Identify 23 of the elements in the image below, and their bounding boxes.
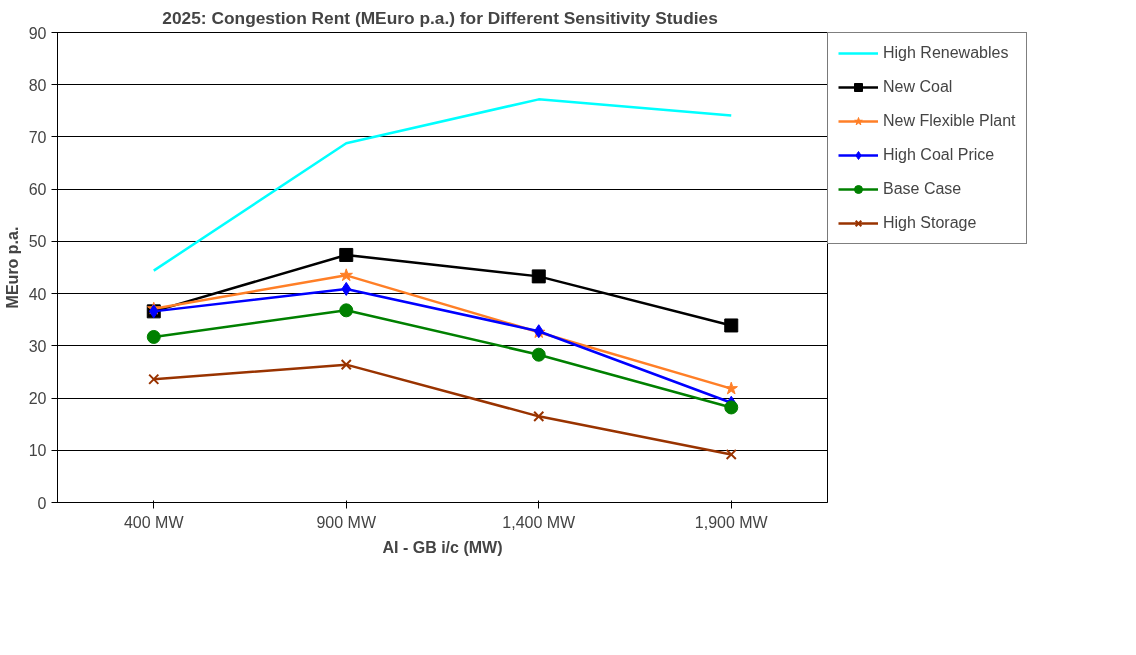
chart-title: 2025: Congestion Rent (MEuro p.a.) for Different Sensitivity Studies [162,7,718,28]
x-axis-title: AI - GB i/c (MW) [382,538,503,556]
legend-label: High Storage [883,214,977,232]
y-tick-label: 10 [28,442,47,460]
y-tick-label: 30 [28,337,47,355]
x-tick-label: 1,400 MW [502,513,577,531]
x-tick-label: 1,900 MW [694,513,769,531]
y-tick-label: 90 [28,24,47,42]
y-tick-label: 60 [28,181,47,199]
y-tick-label: 40 [28,285,47,303]
y-tick-label: 80 [28,76,47,94]
legend-label: New Coal [883,78,953,96]
y-tick-label: 70 [28,128,47,146]
y-tick-label: 0 [37,494,47,512]
legend-label: New Flexible Plant [883,112,1016,130]
legend-label: High Coal Price [883,146,995,164]
legend-label: High Renewables [883,44,1009,62]
y-tick-label: 20 [28,390,47,408]
y-axis-title: MEuro p.a. [3,226,21,309]
x-tick-label: 400 MW [123,513,185,531]
y-tick-label: 50 [28,233,47,251]
legend-label: Base Case [883,180,962,198]
x-tick-label: 900 MW [316,513,377,531]
